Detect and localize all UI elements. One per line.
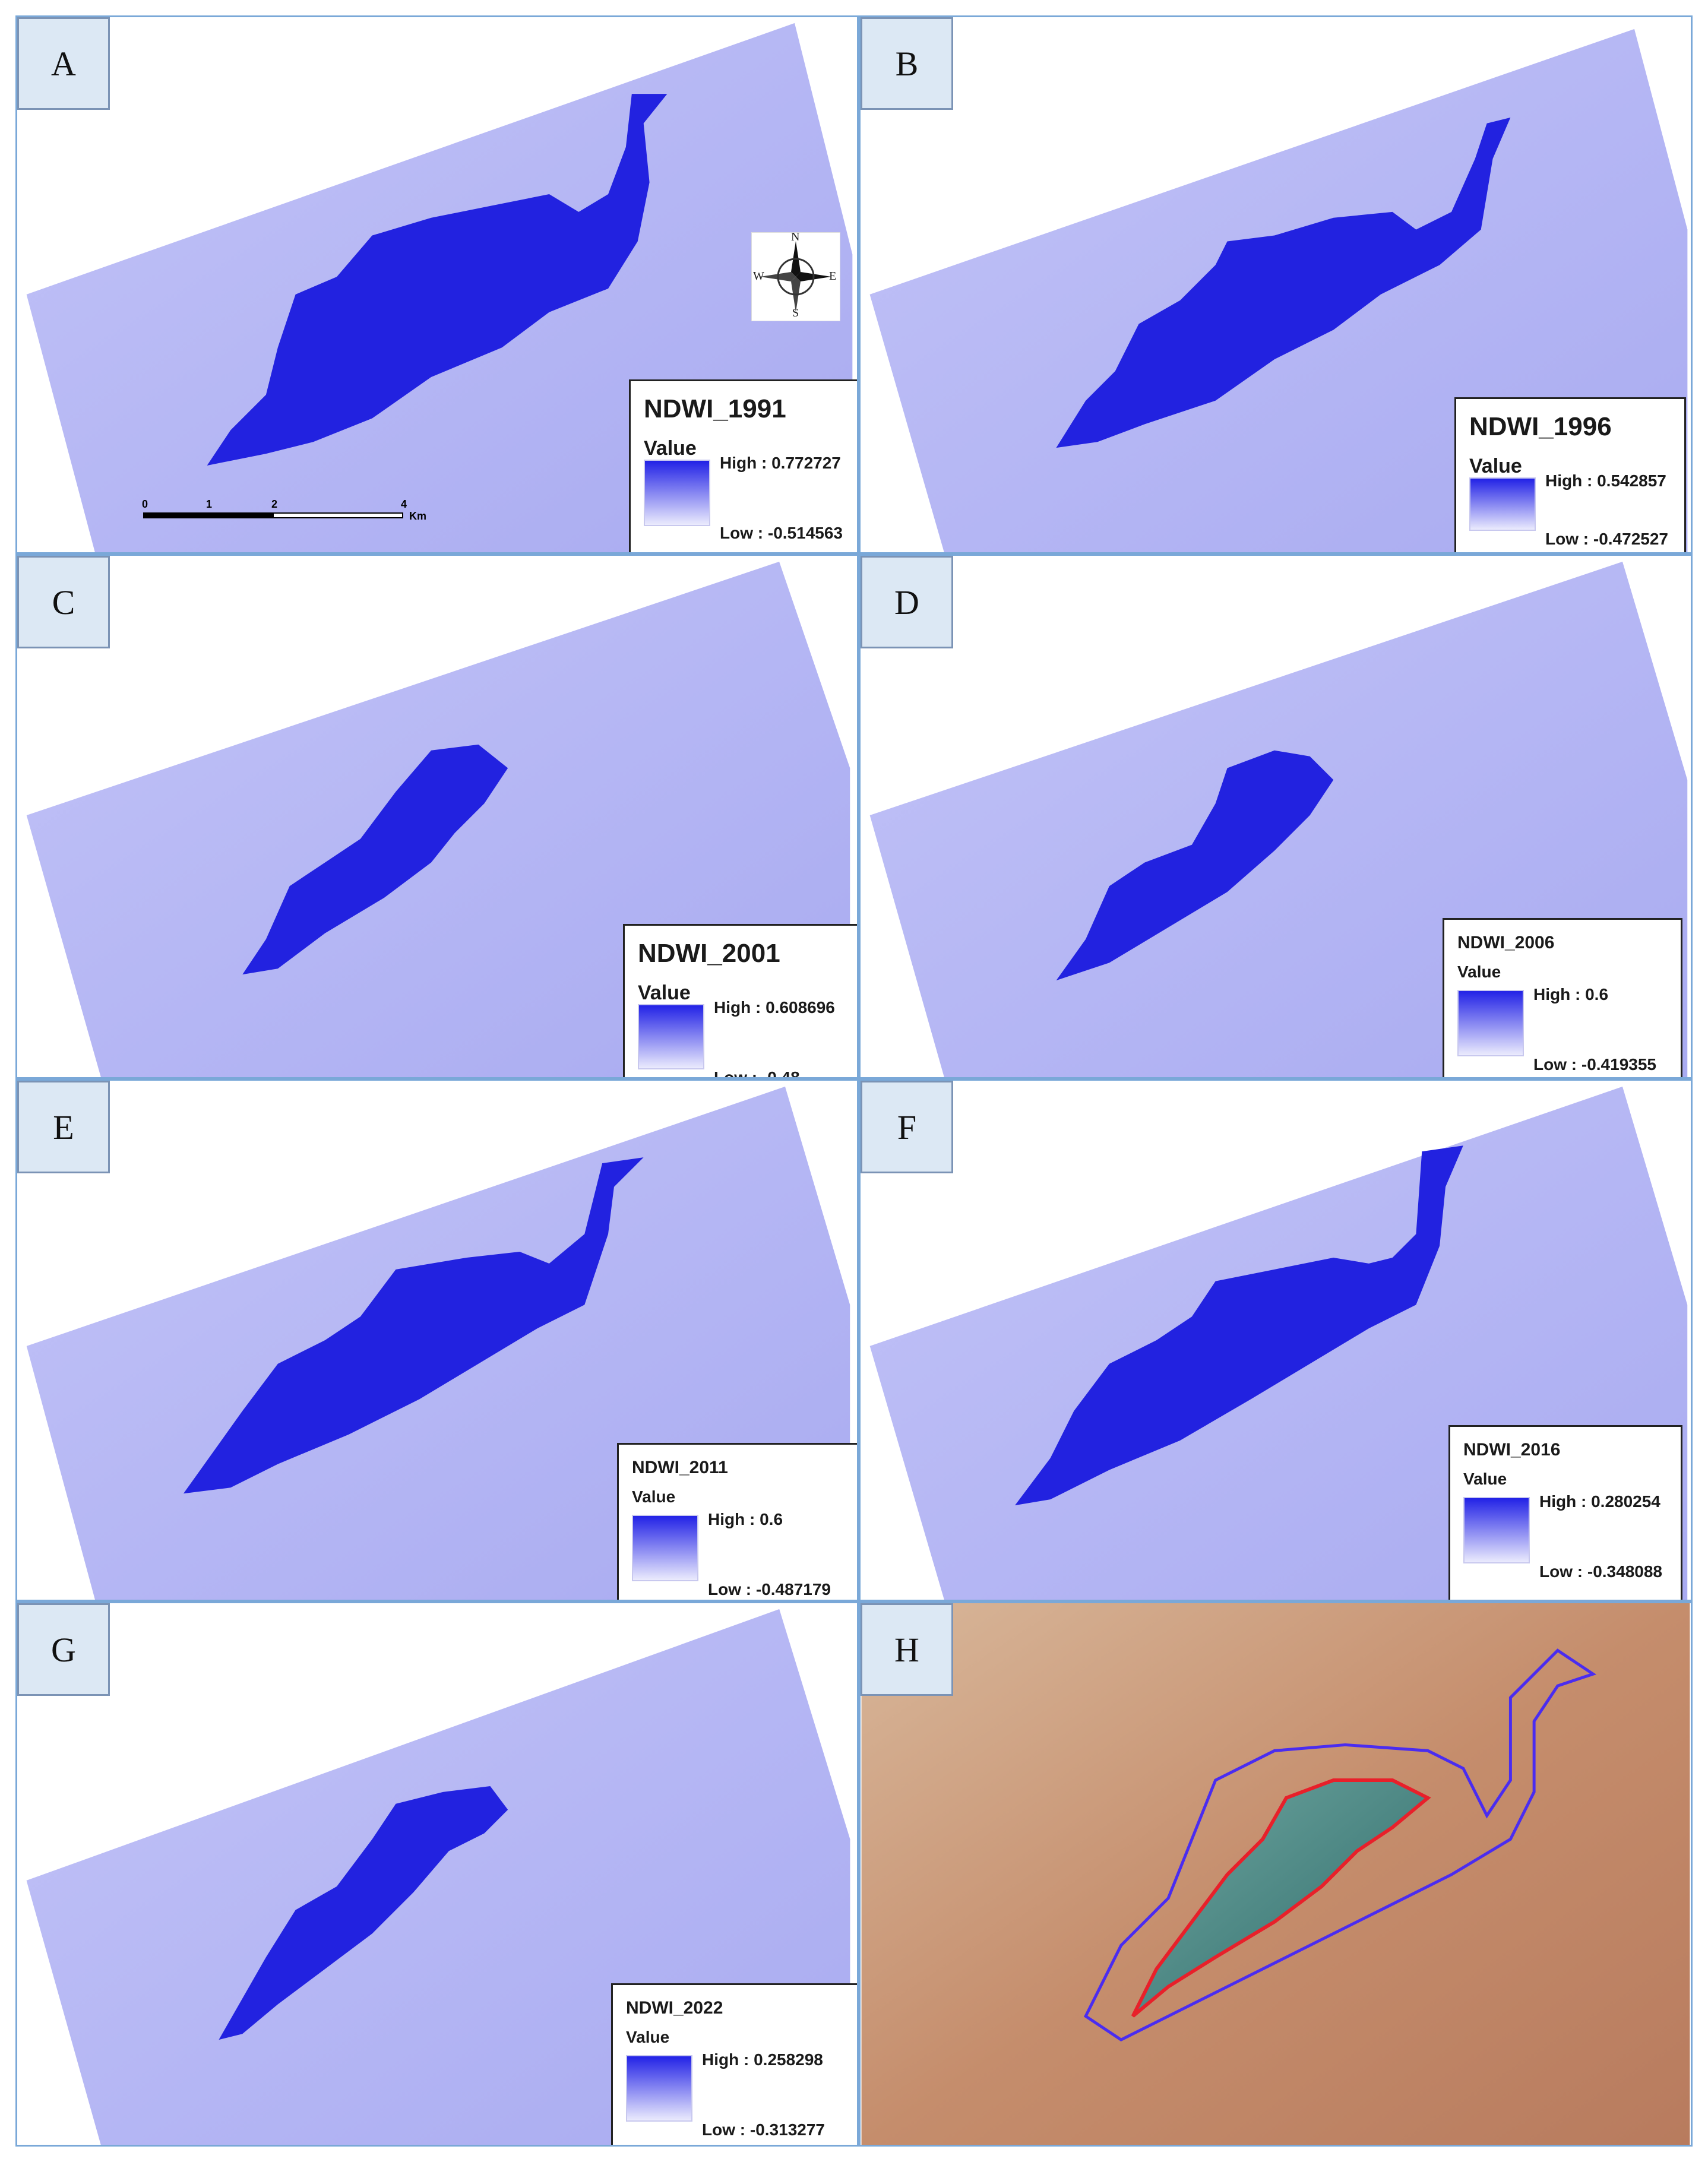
- legend-high: High : 0.6: [1533, 985, 1609, 1004]
- scale-tick-4: 4: [401, 498, 407, 510]
- legend: NDWI_2022 Value High : 0.258298 Low : -0…: [611, 1983, 857, 2145]
- scale-tick-0: 0: [142, 498, 148, 510]
- color-ramp: [638, 1004, 704, 1069]
- water-body: [1056, 117, 1511, 448]
- compass-s: S: [792, 306, 799, 319]
- panel-c: C NDWI_2001 Value High : 0.608696 Low : …: [15, 554, 859, 1079]
- panel-label: A: [17, 17, 110, 110]
- compass-e: E: [829, 270, 837, 283]
- legend-high: High : 0.280254: [1539, 1492, 1660, 1511]
- panel-g: G NDWI_2022 Value High : 0.258298 Low : …: [15, 1601, 859, 2147]
- panel-e: E NDWI_2011 Value High : 0.6 Low : -0.48…: [15, 1079, 859, 1601]
- panel-label: H: [861, 1603, 953, 1696]
- water-body: [207, 94, 668, 466]
- color-ramp: [632, 1515, 698, 1581]
- legend-value-label: Value: [1469, 455, 1522, 477]
- scale-tick-2: 2: [271, 498, 278, 510]
- scale-segment-black: [143, 512, 274, 518]
- legend-high: High : 0.258298: [702, 2050, 823, 2069]
- legend-high: High : 0.608696: [714, 998, 835, 1017]
- legend: NDWI_2011 Value High : 0.6 Low : -0.4871…: [617, 1443, 857, 1600]
- legend: NDWI_1991 Value High : 0.772727 Low : -0…: [629, 379, 857, 552]
- legend-low: Low : -0.514563: [720, 524, 843, 542]
- lake-current-extent: [1131, 1778, 1431, 2018]
- legend-value-label: Value: [632, 1487, 676, 1506]
- panel-label: D: [861, 556, 953, 648]
- panel-a: A N S W E 0 1 2 4 Km NDWI_1991 Value Hig…: [15, 15, 859, 554]
- legend: NDWI_2006 Value High : 0.6 Low : -0.4193…: [1443, 918, 1682, 1077]
- legend-title: NDWI_2016: [1463, 1440, 1561, 1460]
- compass-w: W: [753, 270, 764, 283]
- north-arrow: N S W E: [751, 230, 840, 321]
- legend-title: NDWI_1991: [644, 394, 786, 423]
- legend-low: Low : -0.313277: [702, 2120, 825, 2139]
- water-body: [1056, 750, 1334, 981]
- legend-value-label: Value: [644, 437, 697, 460]
- color-ramp: [626, 2055, 692, 2122]
- legend-value-label: Value: [1463, 1470, 1507, 1488]
- legend: NDWI_2016 Value High : 0.280254 Low : -0…: [1448, 1425, 1682, 1600]
- color-ramp: [644, 460, 710, 526]
- legend-value-label: Value: [1457, 963, 1501, 981]
- outline-max-extent: [1083, 1648, 1597, 2042]
- legend-low: Low : -0.472527: [1545, 530, 1668, 548]
- panel-b: B NDWI_1996 Value High : 0.542857 Low : …: [859, 15, 1693, 554]
- panel-label: C: [17, 556, 110, 648]
- legend-low: Low : -0.48: [714, 1068, 800, 1079]
- panel-f: F NDWI_2016 Value High : 0.280254 Low : …: [859, 1079, 1693, 1601]
- compass-rose-icon: [760, 241, 831, 312]
- color-ramp: [1469, 477, 1536, 531]
- legend: NDWI_2001 Value High : 0.608696 Low : -0…: [623, 924, 857, 1079]
- legend-value-label: Value: [626, 2028, 670, 2046]
- legend: NDWI_1996 Value High : 0.542857 Low : -0…: [1454, 397, 1686, 552]
- compass-n: N: [791, 230, 800, 243]
- legend-value-label: Value: [638, 982, 691, 1004]
- legend-title: NDWI_2022: [626, 1998, 723, 2018]
- legend-title: NDWI_2001: [638, 939, 780, 968]
- color-ramp: [1463, 1497, 1530, 1563]
- panel-label: F: [861, 1081, 953, 1173]
- scale-bar: 0 1 2 4 Km: [142, 498, 439, 534]
- legend-high: High : 0.6: [708, 1510, 783, 1528]
- scale-tick-1: 1: [206, 498, 213, 510]
- panel-label: E: [17, 1081, 110, 1173]
- color-ramp: [1457, 990, 1524, 1056]
- legend-title: NDWI_2011: [632, 1458, 728, 1477]
- water-body: [219, 1786, 508, 2040]
- legend-low: Low : -0.419355: [1533, 1055, 1656, 1074]
- water-body: [1015, 1145, 1463, 1506]
- water-body: [183, 1157, 644, 1494]
- legend-low: Low : -0.348088: [1539, 1562, 1662, 1581]
- legend-title: NDWI_2006: [1457, 933, 1555, 952]
- scale-unit: Km: [409, 510, 427, 522]
- panel-d: D NDWI_2006 Value High : 0.6 Low : -0.41…: [859, 554, 1693, 1079]
- panel-label: G: [17, 1603, 110, 1696]
- legend-low: Low : -0.487179: [708, 1580, 831, 1598]
- water-body: [242, 744, 508, 975]
- legend-high: High : 0.542857: [1545, 471, 1666, 490]
- panel-label: B: [861, 17, 953, 110]
- scale-segment-white: [273, 512, 403, 518]
- legend-title: NDWI_1996: [1469, 412, 1612, 441]
- panel-h: H: [859, 1601, 1693, 2147]
- legend-high: High : 0.772727: [720, 454, 841, 472]
- satellite-image: [861, 1603, 1690, 2145]
